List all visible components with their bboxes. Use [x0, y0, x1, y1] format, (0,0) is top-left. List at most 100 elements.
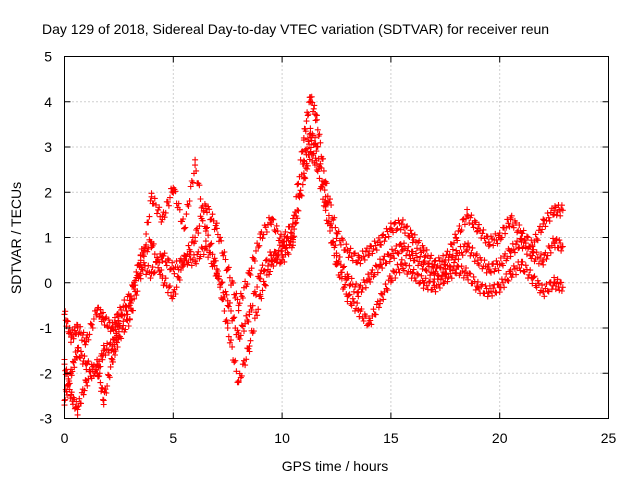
y-tick-label: 5	[44, 49, 52, 65]
y-tick-label: 2	[44, 184, 52, 200]
data-point	[213, 270, 220, 277]
data-point	[431, 270, 438, 277]
y-tick-label: 1	[44, 230, 52, 246]
data-point	[213, 225, 220, 232]
data-point	[300, 175, 307, 182]
data-point	[420, 248, 427, 255]
data-point	[453, 252, 460, 259]
data-point	[100, 315, 107, 322]
data-point	[366, 275, 373, 282]
data-point	[366, 320, 373, 327]
x-tick-label: 0	[61, 430, 69, 446]
data-point	[246, 311, 253, 318]
data-point	[246, 270, 253, 277]
data-point	[313, 144, 320, 150]
data-point	[137, 270, 144, 277]
x-tick-label: 25	[601, 430, 617, 446]
data-point	[453, 266, 460, 273]
data-point	[268, 216, 275, 223]
data-point	[279, 243, 286, 250]
y-tick-label: 3	[44, 139, 52, 155]
data-point	[344, 293, 351, 300]
data-point	[442, 275, 449, 282]
data-point	[377, 239, 384, 246]
y-tick-label: 4	[44, 94, 52, 110]
data-point	[540, 288, 547, 295]
axis-ticks	[64, 56, 609, 419]
data-point	[398, 261, 405, 268]
data-point	[94, 370, 101, 377]
data-point	[355, 257, 362, 264]
data-point	[159, 216, 166, 223]
data-point	[420, 261, 427, 268]
data-point	[148, 239, 155, 246]
data-point	[496, 284, 503, 291]
data-point	[344, 275, 351, 282]
x-tick-labels: 0 5 10 15 20 25	[61, 430, 617, 446]
data-point	[313, 116, 320, 123]
series-track-c	[61, 125, 566, 409]
data-point	[344, 248, 351, 255]
y-tick-label: -3	[40, 411, 53, 427]
data-point	[109, 325, 116, 331]
data-point	[279, 257, 286, 264]
data-point	[377, 297, 384, 304]
data-point	[74, 406, 81, 413]
data-point	[300, 134, 307, 141]
data-point	[507, 270, 514, 277]
data-point	[442, 266, 449, 273]
data-point	[366, 248, 373, 255]
data-point	[257, 293, 264, 300]
data-point	[235, 302, 242, 309]
data-point	[496, 234, 503, 241]
data-point	[289, 239, 296, 246]
data-point	[268, 252, 275, 259]
data-point	[235, 379, 242, 386]
data-point	[94, 306, 101, 313]
data-point	[322, 193, 329, 200]
data-point	[559, 284, 566, 291]
data-point	[126, 302, 133, 309]
data-point	[170, 184, 177, 191]
data-point	[170, 293, 177, 300]
data-point	[68, 334, 75, 341]
data-point	[474, 284, 481, 291]
data-point	[387, 225, 394, 232]
data-point	[68, 392, 75, 399]
data-point	[100, 397, 107, 404]
data-point	[540, 257, 547, 264]
data-point	[100, 347, 107, 354]
data-point	[74, 347, 81, 354]
data-point	[485, 239, 492, 246]
data-point	[202, 243, 209, 250]
data-point	[307, 130, 314, 137]
data-point	[518, 239, 525, 246]
data-point	[170, 266, 177, 273]
data-point	[159, 275, 166, 282]
data-point	[485, 266, 492, 273]
data-point	[464, 243, 471, 250]
data-point	[377, 261, 384, 268]
y-tick-label: 0	[44, 275, 52, 291]
data-point	[474, 257, 481, 264]
data-point	[409, 270, 416, 277]
data-point	[181, 225, 188, 232]
data-point	[464, 211, 471, 218]
data-point	[431, 284, 438, 291]
data-point	[224, 297, 231, 304]
data-point	[409, 234, 416, 241]
data-point	[148, 270, 155, 277]
data-point	[518, 261, 525, 268]
data-point	[453, 234, 460, 241]
data-point	[115, 320, 122, 327]
data-point	[74, 325, 81, 331]
data-point	[420, 279, 427, 286]
data-point	[551, 239, 558, 246]
data-point	[355, 306, 362, 313]
data-point	[181, 257, 188, 264]
data-point	[398, 220, 405, 227]
data-point	[322, 207, 329, 214]
data-point	[109, 356, 116, 363]
